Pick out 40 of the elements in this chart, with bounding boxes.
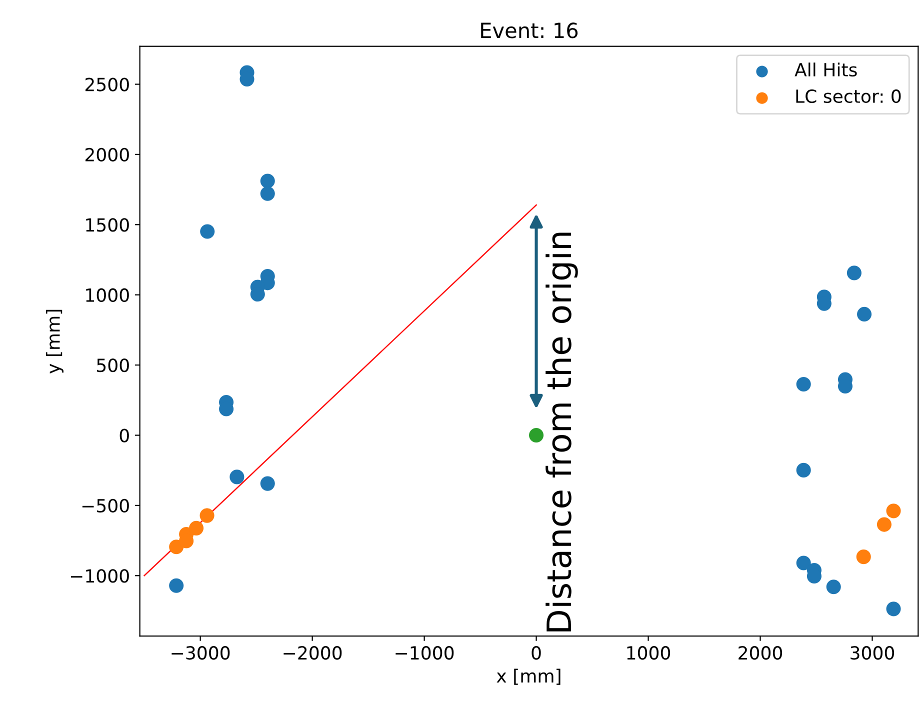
point (200, 508, 214, 523)
point (886, 602, 901, 616)
x-tick-label: 0 (532, 646, 541, 660)
y-tick-label: 2500 (85, 78, 129, 92)
point (200, 224, 215, 239)
y-tick-label: −500 (82, 498, 129, 513)
annotation: Distance from the origin (546, 232, 578, 632)
point (796, 462, 811, 478)
point (857, 306, 872, 322)
x-tick-label: 3000 (850, 646, 894, 660)
chart-title: Event: 16 (481, 22, 578, 38)
point (856, 550, 871, 564)
x-tick-label: 2000 (738, 646, 782, 660)
point (260, 186, 275, 201)
legend-label: All Hits (794, 62, 857, 77)
point (230, 470, 244, 484)
y-tick-label: 0 (120, 428, 129, 442)
x-tick-label: −3000 (172, 646, 230, 660)
point (886, 504, 901, 518)
point (260, 476, 275, 491)
point (260, 174, 275, 188)
point (796, 556, 811, 570)
y-tick-label: −1000 (70, 569, 129, 583)
y-tick-label: 500 (97, 358, 129, 372)
y-tick-label: 1500 (86, 218, 129, 232)
y-tick-label: 2000 (85, 148, 129, 162)
x-tick-label: 1000 (627, 646, 670, 660)
point (826, 580, 841, 594)
legend-label: LC sector: 0 (796, 89, 901, 104)
point (796, 376, 811, 392)
x-tick-label: −2000 (284, 646, 342, 660)
point (528, 428, 544, 443)
x-axis-title: x [mm] (496, 668, 560, 685)
point (189, 520, 204, 536)
x-tick-label: −1000 (396, 646, 454, 660)
point (846, 266, 862, 280)
y-axis-title: y [mm] (46, 310, 64, 374)
point (169, 578, 184, 593)
y-tick-label: 1000 (86, 288, 129, 302)
point (876, 517, 892, 532)
